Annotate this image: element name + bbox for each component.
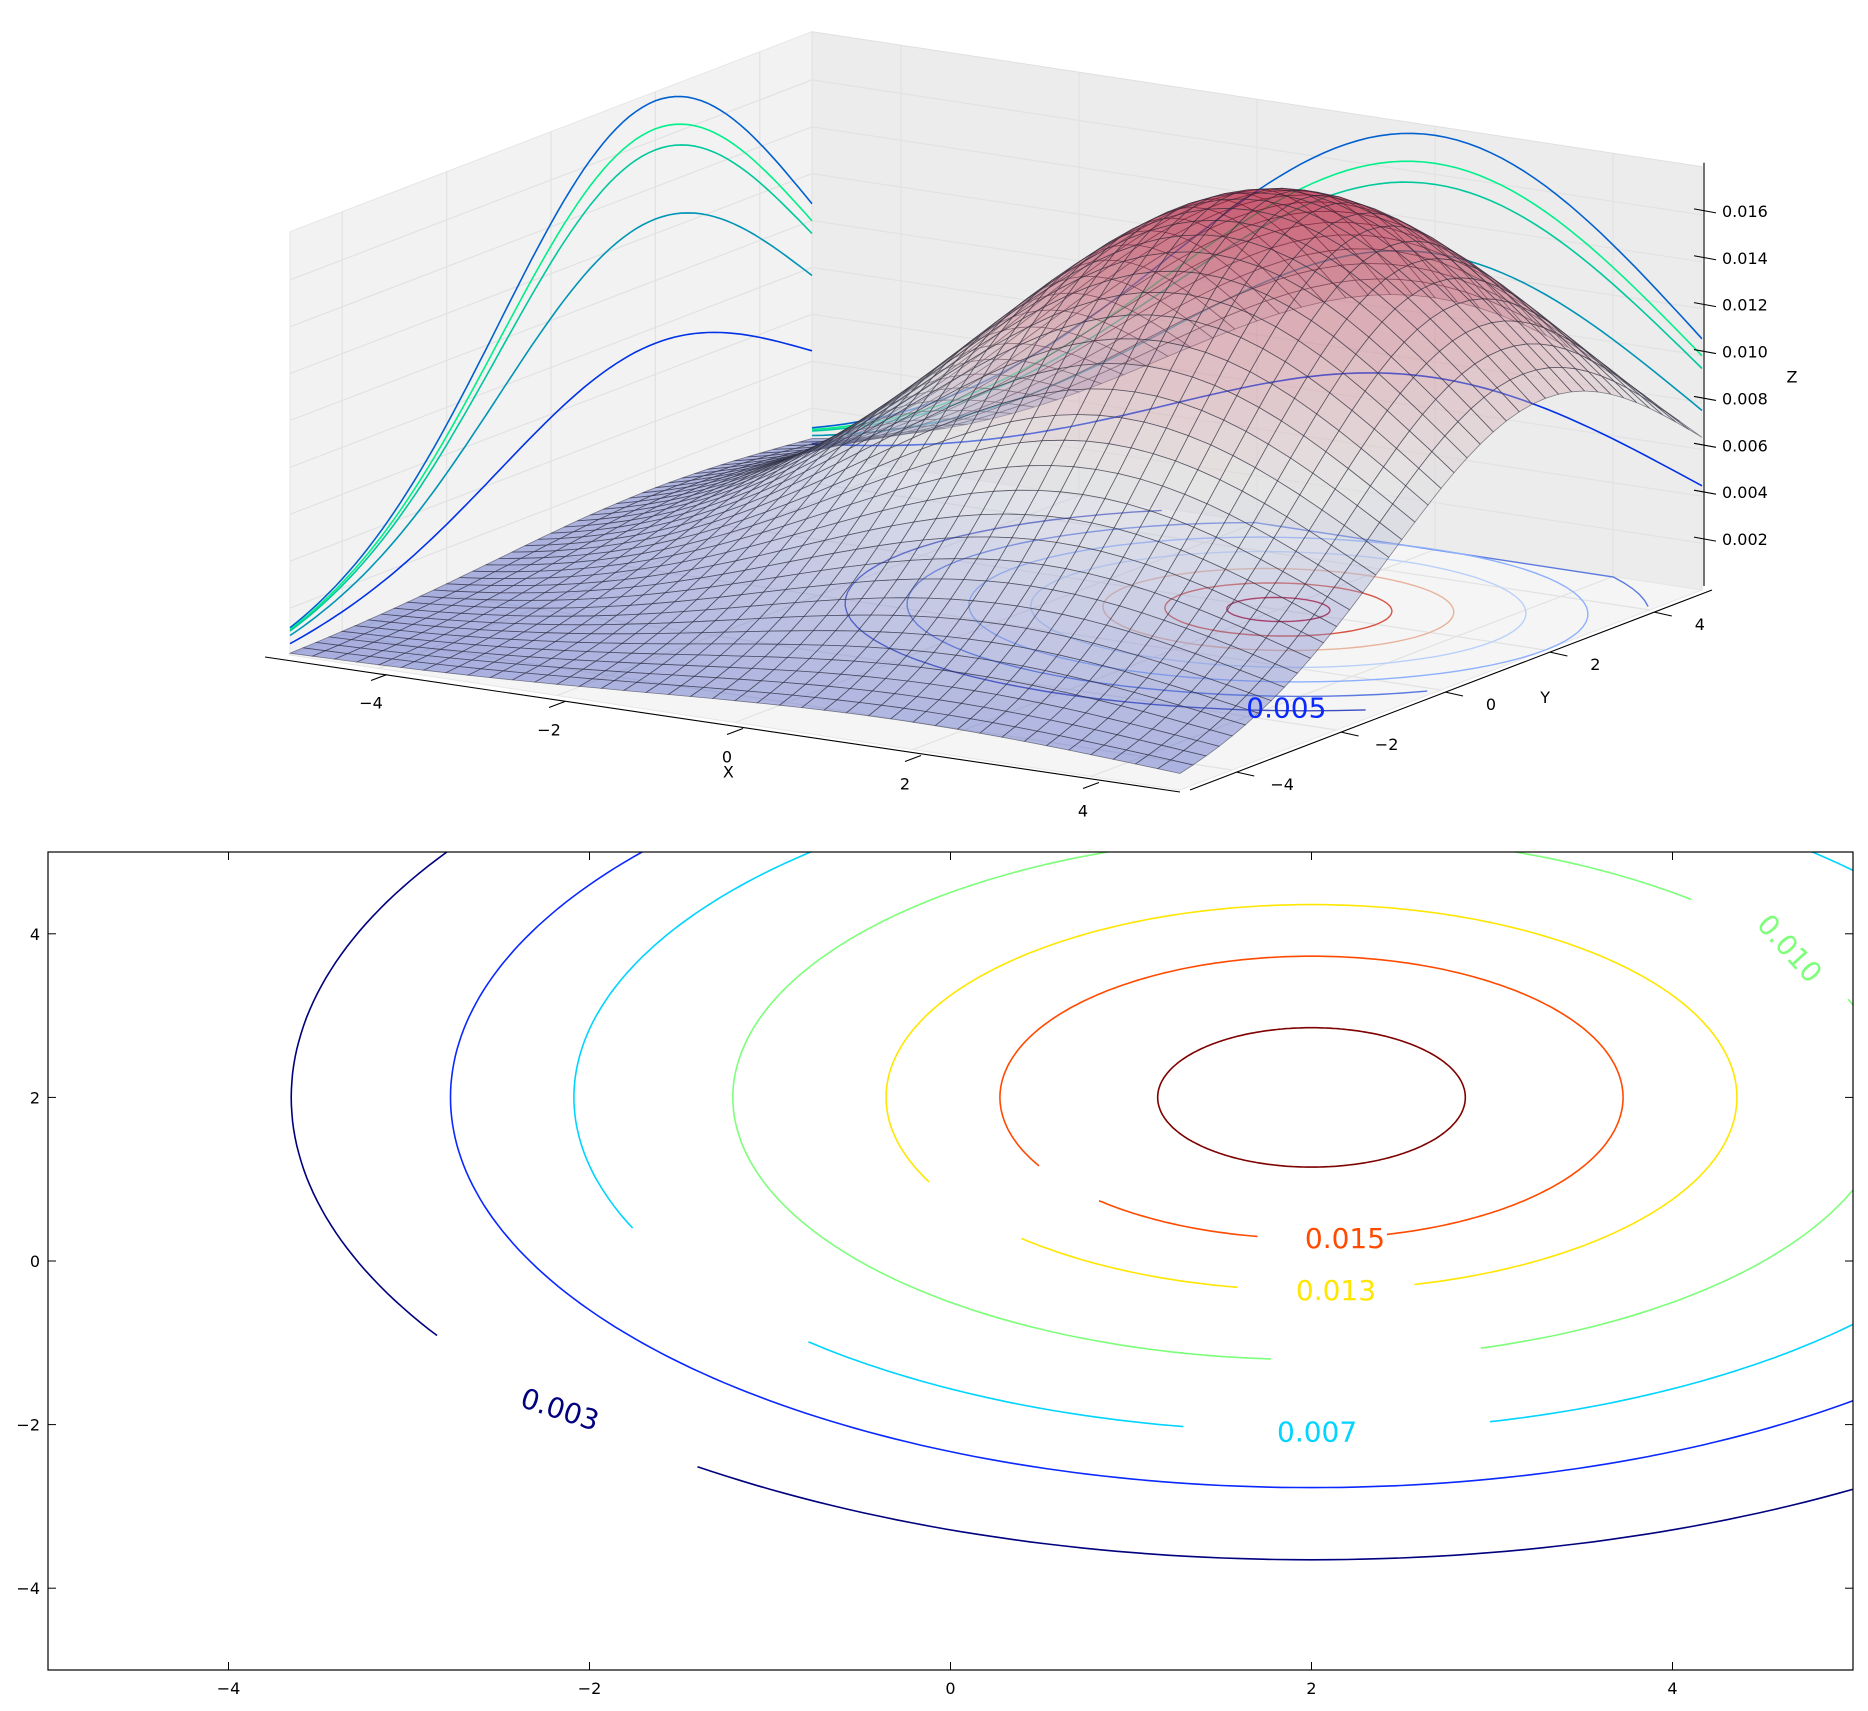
y-tick-mark	[1341, 732, 1359, 736]
axes-2d: −4 −2 0 2 4 −4 −2 0 2 4	[16, 852, 1853, 1698]
y-tick-label: 4	[1695, 615, 1705, 634]
x-tick-label: −2	[578, 1679, 602, 1698]
contour-line	[1021, 1238, 1237, 1287]
contour-line	[1000, 956, 1623, 1166]
y-tick-label: 2	[1590, 655, 1600, 674]
x-tick-mark	[549, 702, 565, 708]
y-tick-label: 4	[30, 925, 40, 944]
x-tick-label: −4	[359, 694, 383, 713]
y-tick-mark	[1654, 612, 1672, 616]
x-tick-label: 2	[900, 775, 910, 794]
contour-label: 0.007	[1277, 1416, 1357, 1449]
surface-plot-3d: −4−2024X−4−2024Y0.0020.0040.0060.0080.01…	[265, 32, 1798, 821]
contour-labels: 0.003 0.005 0.007 0.010 0.013 0.015	[517, 691, 1829, 1448]
contour-label: 0.003	[517, 1382, 603, 1438]
contour-line	[1436, 639, 1868, 1098]
contour-line	[1848, 999, 1868, 1097]
z-tick-label: 0.010	[1722, 343, 1768, 362]
x-tick-mark	[905, 756, 921, 762]
contour-line	[1414, 1097, 1737, 1284]
y-tick-label: −2	[16, 1416, 40, 1435]
x-axis-label: X	[723, 763, 734, 782]
y-tick-label: 0	[1486, 695, 1496, 714]
contour-line	[1476, 714, 1868, 1097]
y-tick-mark	[1445, 692, 1463, 696]
contour-label: 0.013	[1296, 1274, 1376, 1307]
contour-line	[1490, 1097, 1868, 1421]
z-tick-label: 0.012	[1722, 296, 1768, 315]
contour-line	[1481, 1097, 1868, 1348]
x-tick-label: −4	[217, 1679, 241, 1698]
contour-line	[886, 905, 1737, 1182]
contour-line	[1158, 1028, 1466, 1167]
z-tick-label: 0.006	[1722, 436, 1768, 455]
x-tick-mark	[727, 729, 743, 735]
y-tick-label: −4	[16, 1579, 40, 1598]
contour-label: 0.015	[1305, 1222, 1385, 1255]
y-tick-label: 0	[30, 1252, 40, 1271]
contour-line	[698, 1097, 1868, 1559]
x-tick-label: 4	[1078, 802, 1088, 821]
z-tick-label: 0.008	[1722, 389, 1768, 408]
contour-line	[809, 1342, 1184, 1427]
x-tick-mark	[371, 675, 387, 681]
x-tick-label: −2	[537, 721, 561, 740]
z-axis-label: Z	[1787, 367, 1798, 386]
contour-line	[733, 835, 1691, 1359]
contour-label: 0.010	[1750, 908, 1828, 990]
z-tick-label: 0.002	[1722, 530, 1768, 549]
z-tick-label: 0.016	[1722, 202, 1768, 221]
contour-line	[451, 721, 1868, 1488]
x-tick-mark	[1083, 783, 1099, 789]
y-tick-mark	[1549, 652, 1567, 656]
y-tick-label: −4	[1270, 775, 1294, 794]
z-tick-label: 0.014	[1722, 249, 1768, 268]
y-axis-label: Y	[1539, 688, 1550, 707]
y-tick-label: −2	[1375, 735, 1399, 754]
x-tick-label: 4	[1667, 1679, 1677, 1698]
contour-line	[1387, 1097, 1623, 1234]
x-tick-label: 0	[945, 1679, 955, 1698]
y-tick-label: 2	[30, 1088, 40, 1107]
contour-label: 0.005	[1246, 691, 1326, 724]
y-tick-mark	[1236, 772, 1254, 776]
x-tick-label: 2	[1306, 1679, 1316, 1698]
plot-frame	[48, 852, 1853, 1670]
contour-line	[1099, 1201, 1257, 1237]
z-tick-label: 0.004	[1722, 483, 1768, 502]
